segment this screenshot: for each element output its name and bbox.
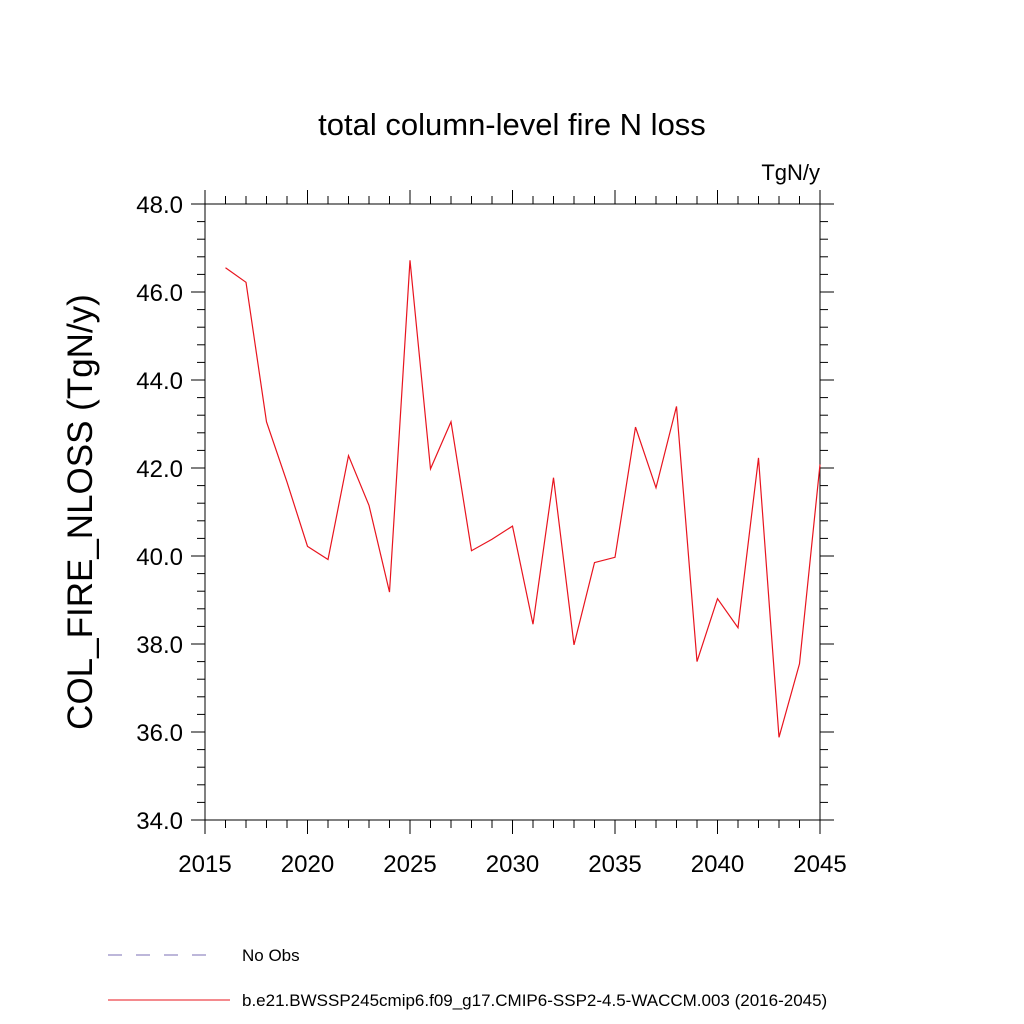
- y-tick-label: 40.0: [136, 544, 183, 571]
- y-tick-label: 44.0: [136, 368, 183, 395]
- legend-label: b.e21.BWSSP245cmip6.f09_g17.CMIP6-SSP2-4…: [242, 991, 827, 1010]
- axes: 34.0 36.0 38.0 40.0 42.0 44.0 46.0 48.0 2015 2020…: [136, 190, 847, 878]
- y-tick-label: 34.0: [136, 808, 183, 835]
- x-tick-label: 2020: [281, 851, 334, 878]
- series-layer: [225, 260, 821, 738]
- x-tick-label: 2030: [486, 851, 539, 878]
- x-tick-label: 2035: [588, 851, 641, 878]
- plot-frame: [204, 203, 821, 821]
- y-tick-label: 36.0: [136, 720, 183, 747]
- y-tick-label: 42.0: [136, 456, 183, 483]
- y-tick-label: 48.0: [136, 192, 183, 219]
- x-tick-label: 2015: [178, 851, 231, 878]
- chart-title: total column-level fire N loss: [318, 107, 706, 142]
- x-tick-label: 2045: [793, 851, 846, 878]
- legend-label: No Obs: [242, 946, 300, 965]
- x-tick-label: 2025: [383, 851, 436, 878]
- units-label: TgN/y: [761, 160, 820, 185]
- series-line: [225, 260, 821, 738]
- y-tick-label: 46.0: [136, 280, 183, 307]
- x-tick-label: 2040: [691, 851, 744, 878]
- y-tick-label: 38.0: [136, 632, 183, 659]
- y-axis-label: COL_FIRE_NLOSS (TgN/y): [61, 294, 100, 730]
- legend: No Obs b.e21.BWSSP245cmip6.f09_g17.CMIP6-…: [108, 946, 827, 1010]
